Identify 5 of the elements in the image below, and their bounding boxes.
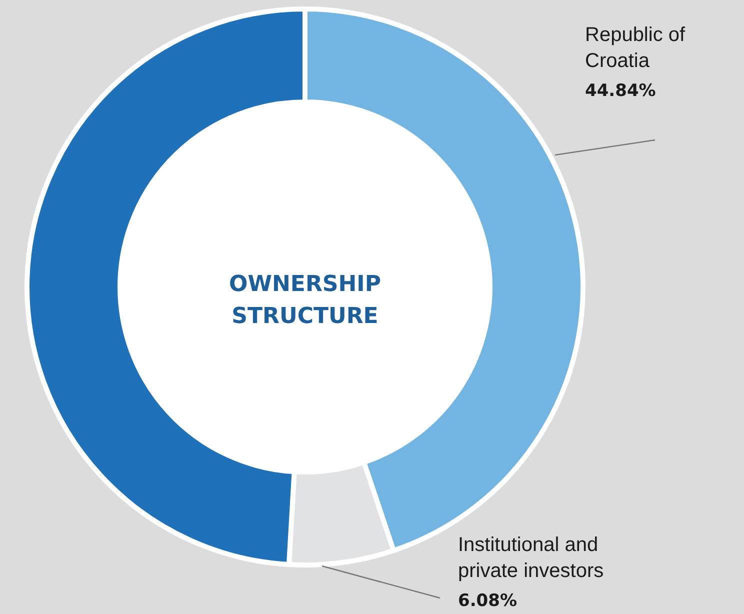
text: OWNERSHIP STRUCTURE — [229, 272, 381, 329]
slice-label: Republic of Croatia — [585, 24, 686, 72]
slice-label: Institutional and private investors — [458, 534, 604, 582]
data-label: 44.84% — [585, 81, 656, 101]
data-label: 6.08% — [458, 591, 517, 611]
